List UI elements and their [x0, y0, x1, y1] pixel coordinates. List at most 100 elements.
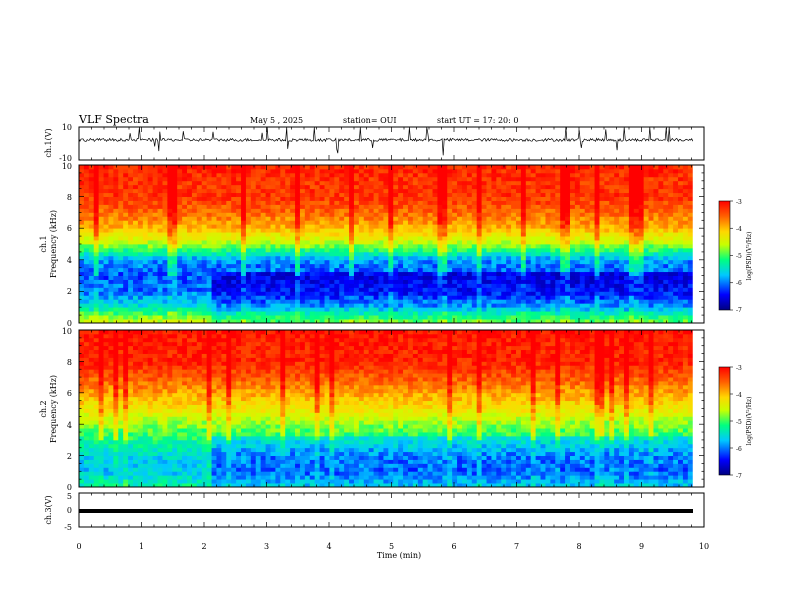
spectrogram-cell	[98, 279, 104, 284]
spectrogram-cell	[653, 240, 659, 245]
spectrogram-cell	[619, 299, 625, 304]
spectrogram-cell	[211, 196, 217, 201]
spectrogram-cell	[353, 216, 360, 221]
spectrogram-cell	[540, 287, 546, 292]
spectrogram-cell	[344, 307, 350, 312]
spectrogram-cell	[461, 200, 468, 205]
spectrogram-cell	[437, 279, 443, 284]
spectrogram-cell	[363, 259, 370, 265]
spectrogram-cell	[157, 176, 163, 182]
spectrogram-cell	[466, 232, 473, 237]
spectrogram-cell	[98, 165, 104, 170]
spectrogram-cell	[196, 216, 203, 221]
spectrogram-cell	[452, 267, 458, 273]
spectrogram-cell	[422, 319, 429, 324]
spectrogram-cell	[304, 311, 311, 316]
spectrogram-cell	[501, 255, 507, 261]
spectrogram-cell	[452, 299, 458, 304]
spectrogram-cell	[599, 295, 605, 300]
spectrogram-cell	[584, 291, 591, 296]
spectrogram-cell	[496, 287, 502, 292]
spectrogram-cell	[103, 240, 109, 245]
spectrogram-cell	[658, 192, 664, 197]
spectrogram-cell	[496, 224, 502, 229]
spectrogram-cell	[491, 307, 497, 312]
spectrogram-cell	[211, 240, 217, 245]
spectrogram-cell	[137, 295, 144, 300]
spectrogram-cell	[511, 271, 517, 276]
spectrogram-cell	[373, 255, 379, 261]
spectrogram-cell	[643, 244, 649, 249]
spectrogram-cell	[447, 287, 453, 292]
spectrogram-cell	[427, 315, 433, 320]
spectrogram-cell	[206, 168, 212, 174]
spectrogram-cell	[216, 303, 222, 308]
spectrogram-cell	[540, 295, 546, 300]
spectrogram-cell	[98, 303, 104, 308]
spectrogram-cell	[344, 204, 350, 209]
spectrogram-cell	[393, 271, 399, 276]
spectrogram-cell	[673, 299, 679, 304]
spectrogram-cell	[417, 244, 424, 249]
spectrogram-cell	[668, 168, 674, 174]
spectrogram-cell	[589, 267, 595, 273]
spectrogram-cell	[604, 196, 610, 201]
spectrogram-cell	[177, 315, 183, 320]
spectrogram-cell	[560, 196, 566, 201]
spectrogram-cell	[604, 200, 610, 205]
spectrogram-cell	[535, 311, 541, 316]
spectrogram-cell	[648, 247, 654, 253]
spectrogram-cell	[594, 180, 600, 186]
spectrogram-cell	[255, 208, 262, 213]
spectrogram-cell	[511, 220, 517, 225]
spectrogram-cell	[231, 172, 237, 178]
spectrogram-cell	[162, 267, 168, 273]
spectrogram-cell	[461, 271, 468, 276]
spectrogram-cell	[280, 251, 286, 257]
spectrogram-cell	[250, 295, 257, 300]
spectrogram-cell	[368, 275, 374, 280]
spectrogram-cell	[530, 311, 537, 316]
spectrogram-cell	[187, 247, 193, 253]
spectrogram-cell	[511, 208, 517, 213]
spectrogram-cell	[373, 287, 379, 292]
spectrogram-cell	[177, 224, 183, 229]
spectrogram-cell	[668, 216, 674, 221]
spectrogram-cell	[452, 232, 458, 237]
spectrogram-cell	[407, 271, 414, 276]
spectrogram-cell	[221, 311, 227, 316]
spectrogram-cell	[452, 184, 458, 190]
spectrogram-cell	[314, 295, 320, 300]
spectrogram-cell	[250, 240, 257, 245]
spectrogram-cell	[329, 287, 335, 292]
spectrogram-cell	[172, 176, 178, 182]
spectrogram-cell	[506, 196, 512, 201]
spectrogram-cell	[133, 299, 139, 304]
spectrogram-cell	[589, 192, 595, 197]
spectrogram-cell	[511, 244, 517, 249]
spectrogram-cell	[201, 188, 208, 194]
spectrogram-cell	[368, 244, 374, 249]
spectrogram-cell	[172, 220, 178, 225]
spectrogram-cell	[241, 247, 247, 253]
spectrogram-cell	[79, 271, 85, 276]
spectrogram-cell	[79, 216, 85, 221]
spectrogram-cell	[201, 319, 208, 324]
spectrogram-cell	[624, 204, 630, 209]
spectrogram-cell	[555, 208, 561, 213]
spectrogram-cell	[339, 255, 345, 261]
spectrogram-cell	[570, 168, 576, 174]
spectrogram-cell	[231, 295, 237, 300]
spectrogram-cell	[530, 271, 537, 276]
spectrogram-cell	[628, 295, 635, 300]
spectrogram-cell	[506, 287, 512, 292]
spectrogram-cell	[103, 295, 109, 300]
spectrogram-cell	[383, 200, 389, 205]
spectrogram-cell	[344, 244, 350, 249]
spectrogram-cell	[565, 192, 571, 197]
spectrogram-cell	[496, 307, 502, 312]
spectrogram-cell	[368, 271, 374, 276]
spectrogram-cell	[236, 247, 242, 253]
spectrogram-cell	[589, 196, 595, 201]
spectrogram-cell	[535, 259, 541, 265]
